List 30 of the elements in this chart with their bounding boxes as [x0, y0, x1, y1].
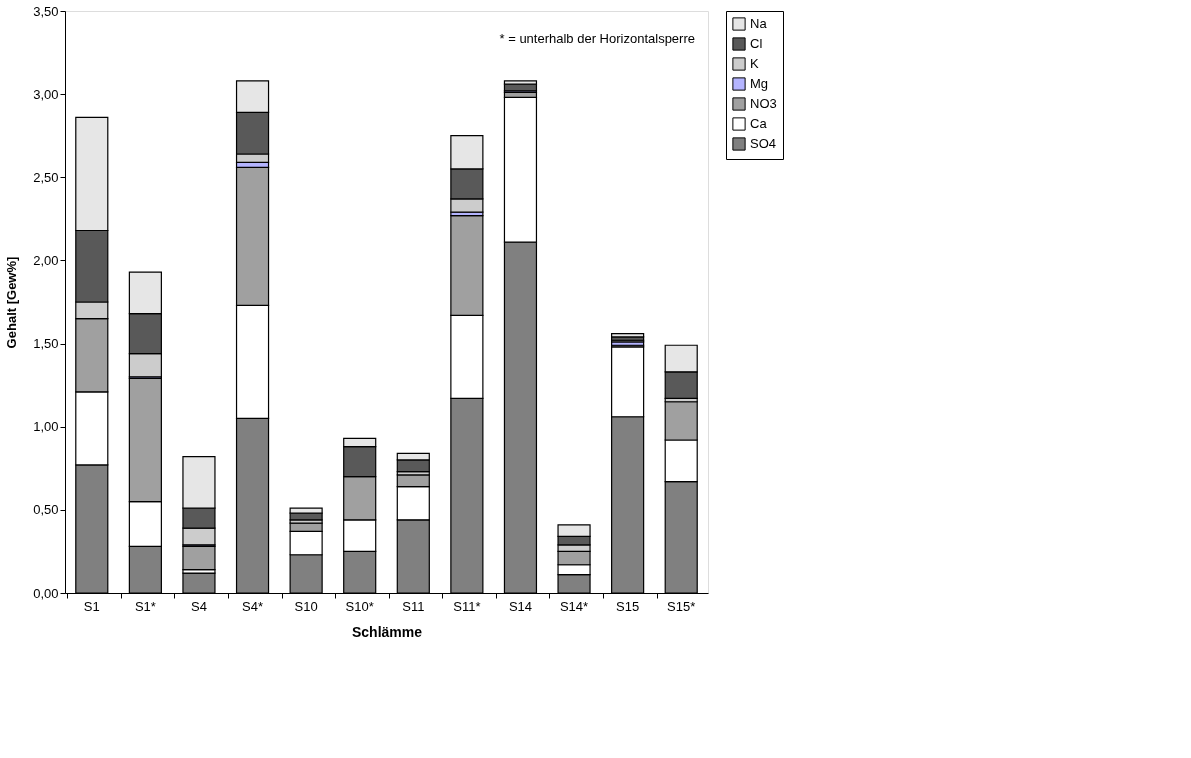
x-tick-label: S14* [559, 598, 589, 614]
y-tick-label: 2,00 [33, 252, 59, 268]
y-axis-title: Gehalt [Gew%] [4, 256, 20, 349]
x-tick-label: S1 [83, 598, 100, 614]
x-axis-title: Schlämme [351, 623, 423, 640]
y-tick-label: 3,00 [33, 86, 59, 102]
x-tick-label: S11* [453, 598, 481, 614]
legend-label: Na [750, 16, 768, 31]
legend-label: NO3 [750, 96, 777, 111]
y-tick-label: 1,50 [33, 336, 59, 352]
legend-label: Cl [750, 36, 763, 51]
x-tick-label: S15* [667, 598, 696, 614]
x-tick-label: S10* [345, 598, 374, 614]
x-tick-label: S10 [294, 598, 318, 614]
y-tick-label: 0,00 [33, 585, 59, 601]
x-tick-label: S1* [134, 598, 156, 614]
y-tick-label: 0,50 [33, 502, 59, 518]
x-tick-label: S4 [191, 598, 207, 614]
x-tick-label: S15 [616, 598, 640, 614]
x-tick-label: S11 [402, 598, 425, 614]
x-tick-label: S14 [508, 598, 533, 614]
y-tick-label: 3,50 [33, 3, 59, 19]
legend-label: Mg [750, 76, 769, 91]
legend-label: K [750, 56, 759, 71]
y-tick-label: 2,50 [33, 169, 59, 185]
x-tick-label: S4* [242, 598, 264, 614]
annotation: * = unterhalb der Horizontalsperre [499, 31, 695, 46]
y-tick-label: 1,00 [33, 419, 59, 435]
legend-label: Ca [750, 116, 768, 131]
legend-label: SO4 [750, 136, 777, 151]
